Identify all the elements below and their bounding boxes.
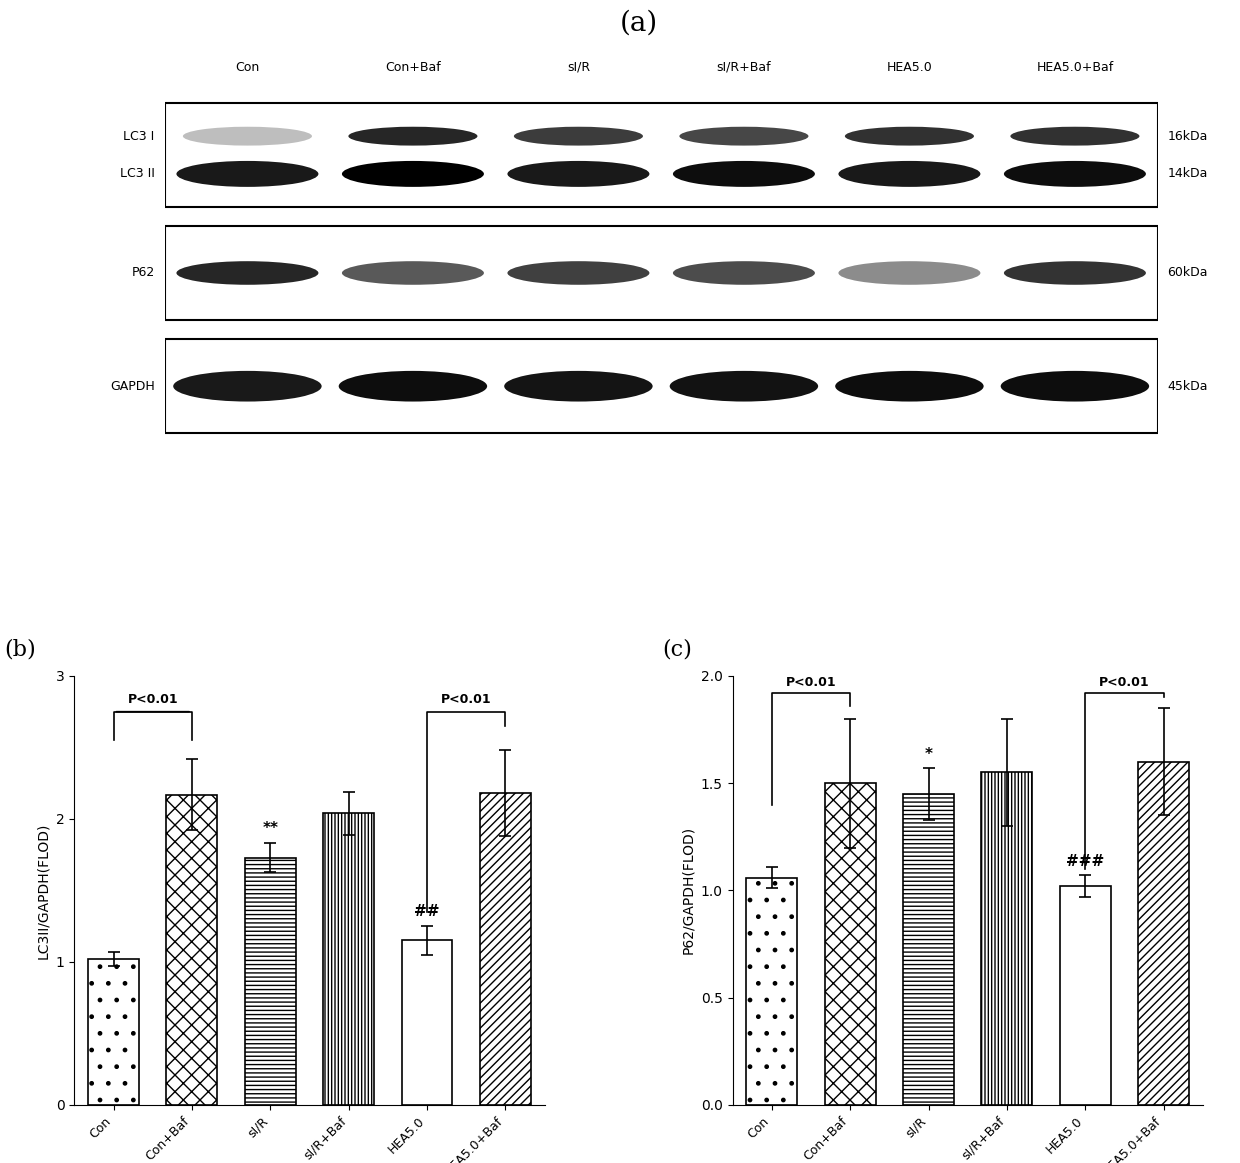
Bar [324, 813, 374, 1105]
Text: P<0.01: P<0.01 [1099, 676, 1149, 688]
Text: (c): (c) [662, 638, 692, 661]
Bar [1138, 762, 1189, 1105]
Bar [88, 959, 139, 1105]
Text: P<0.01: P<0.01 [441, 693, 491, 706]
Bar [825, 783, 875, 1105]
Bar [480, 793, 531, 1105]
Text: P<0.01: P<0.01 [128, 693, 179, 706]
Y-axis label: P62/GAPDH(FLOD): P62/GAPDH(FLOD) [681, 827, 696, 955]
Bar [402, 941, 453, 1105]
Bar [244, 857, 296, 1105]
Text: ##: ## [414, 904, 440, 919]
Text: **: ** [263, 821, 278, 836]
Text: (b): (b) [4, 638, 36, 661]
Bar [746, 878, 797, 1105]
Text: (a): (a) [620, 10, 657, 37]
Bar [1060, 886, 1111, 1105]
Text: ###: ### [1066, 854, 1105, 869]
Text: P<0.01: P<0.01 [786, 676, 836, 688]
Text: *: * [925, 747, 932, 762]
Bar [981, 772, 1033, 1105]
Bar [166, 794, 217, 1105]
Bar [903, 794, 954, 1105]
Y-axis label: LC3II/GAPDH(FLOD): LC3II/GAPDH(FLOD) [36, 822, 51, 958]
